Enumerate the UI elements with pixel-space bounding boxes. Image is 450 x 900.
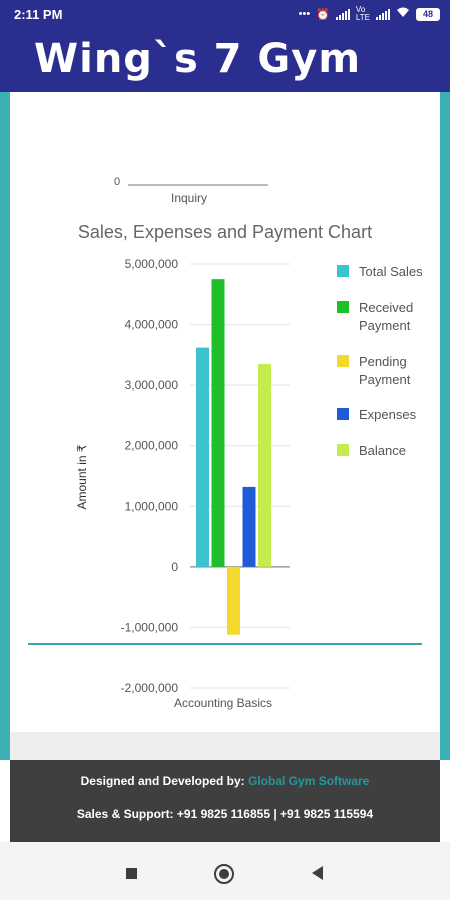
bar-expenses[interactable] [242,486,256,567]
legend-label: Total Sales [359,264,423,279]
bar-chart[interactable]: 5,000,000 4,000,000 3,000,000 2,000,000 1,00… [20,247,440,717]
chart-bars [196,279,271,635]
y-tick-label: -2,000,000 [121,681,179,695]
previous-chart-axis [128,184,268,186]
dots-icon: ••• [298,8,311,20]
legend-swatch [337,444,349,456]
status-icons: ••• ⏰ Vo LTE 48 [299,6,440,22]
legend-label: Expenses [359,407,417,422]
wifi-icon [396,7,410,21]
y-tick-label: 2,000,000 [125,439,179,453]
y-tick-label: 3,000,000 [125,378,179,392]
y-tick-label: 1,000,000 [125,499,179,513]
y-tick-label: 4,000,000 [125,318,179,332]
legend-label: Pending Payment [359,354,411,387]
previous-chart-category-label: Inquiry [171,191,208,205]
navigation-bar [0,842,450,900]
battery-icon: 48 [416,7,440,21]
bar-pending-payment[interactable] [227,566,240,635]
signal-icon [335,8,350,20]
recents-icon[interactable] [126,868,137,879]
footer-support: Sales & Support: +91 9825 116855 | +91 9… [76,807,374,821]
x-axis-category: Accounting Basics [174,696,272,710]
chart-legend: Total Sales Received Payment Pending Payment… [337,264,423,458]
section-divider [28,643,422,645]
legend-swatch [337,355,349,367]
status-bar: 2:11 PM ••• ⏰ Vo LTE 48 [0,0,450,28]
y-tick-label: -1,000,000 [121,620,179,634]
bar-received-payment[interactable] [211,279,225,567]
developer-link[interactable]: Global Gym Software [248,774,370,788]
back-icon[interactable] [312,866,323,880]
y-tick-label: 5,000,000 [125,257,179,271]
alarm-icon: ⏰ [316,8,330,21]
previous-chart-zero-tick: 0 [114,176,121,188]
home-icon[interactable] [214,864,234,884]
y-axis-ticks: 5,000,000 4,000,000 3,000,000 2,000,000 1,00… [121,257,179,695]
bar-total-sales[interactable] [196,347,209,567]
card-bottom-strip [10,732,440,760]
footer-designed-label: Designed and Developed by: [80,774,245,788]
legend-label: Received Payment [359,300,413,333]
legend-swatch [337,301,349,313]
footer: Designed and Developed by: Global Gym So… [10,760,440,842]
legend-swatch [337,265,349,277]
chart-title: Sales, Expenses and Payment Chart [77,222,373,242]
app-title: Wing`s 7 Gym [34,36,362,82]
status-time: 2:11 PM [14,7,63,22]
footer-credits: Designed and Developed by: Global Gym So… [10,774,440,788]
legend-swatch [337,408,349,420]
y-tick-label: 0 [171,560,178,574]
y-axis-label: Amount in ₹ [75,444,89,509]
chart-card[interactable]: 0 Inquiry Sales, Expenses and Payment Ch… [10,92,440,732]
app-header: Wing`s 7 Gym [0,28,450,92]
signal-icon [376,8,390,20]
volte-icon: Vo LTE [355,5,370,22]
bar-balance[interactable] [258,363,271,567]
legend-label: Balance [359,443,406,458]
